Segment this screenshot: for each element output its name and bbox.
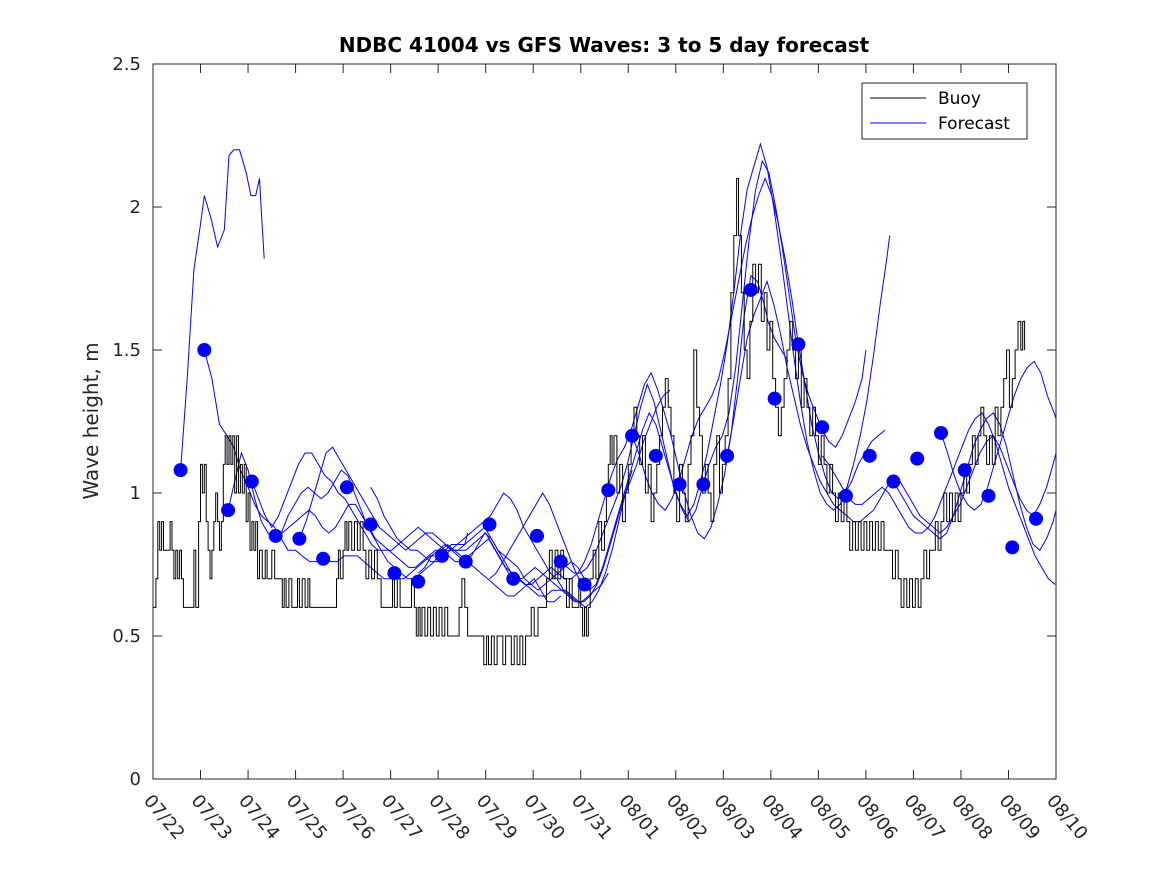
y-tick-label: 1: [130, 483, 141, 504]
forecast-marker: [434, 548, 449, 563]
y-tick-label: 0.5: [112, 626, 141, 647]
forecast-line: [821, 412, 1056, 585]
forecast-marker: [886, 474, 901, 489]
forecast-marker: [625, 428, 640, 443]
forecast-marker: [743, 282, 758, 297]
forecast-marker: [244, 474, 259, 489]
forecast-marker: [862, 448, 877, 463]
forecast-marker: [197, 343, 212, 357]
forecast-marker: [506, 571, 521, 586]
legend-buoy-label: Buoy: [938, 89, 981, 109]
forecast-marker: [648, 448, 663, 463]
chart-title: NDBC 41004 vs GFS Waves: 3 to 5 day fore…: [339, 33, 870, 57]
forecast-marker: [530, 528, 545, 543]
forecast-marker: [411, 574, 426, 589]
y-axis-label: Wave height, m: [79, 342, 103, 499]
forecast-marker: [815, 420, 830, 435]
forecast-marker: [1029, 511, 1044, 526]
forecast-marker: [838, 488, 853, 503]
legend: Buoy Forecast: [861, 82, 1028, 140]
forecast-marker: [577, 577, 592, 592]
forecast-line: [251, 452, 585, 591]
forecast-marker: [173, 463, 188, 478]
forecast-marker: [601, 483, 616, 498]
y-tick-label: 2: [130, 197, 141, 218]
forecast-marker: [482, 517, 497, 532]
forecast-marker: [221, 503, 236, 518]
forecast-line: [298, 446, 633, 609]
forecast-line: [370, 389, 671, 603]
legend-forecast-label: Forecast: [938, 114, 1010, 134]
forecast-marker: [981, 488, 996, 503]
forecast-marker: [933, 425, 948, 440]
legend-box: [861, 82, 1028, 140]
forecast-marker: [791, 337, 806, 352]
forecast-marker: [720, 448, 735, 463]
forecast-line: [893, 412, 1057, 551]
forecast-line: [180, 149, 265, 471]
forecast-marker: [672, 477, 687, 492]
forecast-marker: [339, 480, 354, 495]
forecast-marker: [387, 566, 402, 581]
buoy-line: [153, 177, 1026, 666]
plot-frame: [152, 63, 1057, 780]
forecast-marker: [696, 477, 711, 492]
forecast-marker: [292, 531, 307, 546]
forecast-marker: [458, 554, 473, 569]
forecast-marker: [316, 551, 331, 566]
forecast-marker: [957, 463, 972, 478]
forecast-marker: [268, 528, 283, 543]
forecast-marker: [553, 554, 568, 569]
forecast-marker: [910, 451, 925, 466]
y-tick-label: 0: [130, 769, 141, 790]
forecast-marker: [363, 517, 378, 532]
forecast-marker: [767, 391, 782, 406]
y-tick-label: 2.5: [112, 54, 141, 75]
y-tick-label: 1.5: [112, 340, 141, 361]
forecast-marker: [1005, 540, 1020, 555]
